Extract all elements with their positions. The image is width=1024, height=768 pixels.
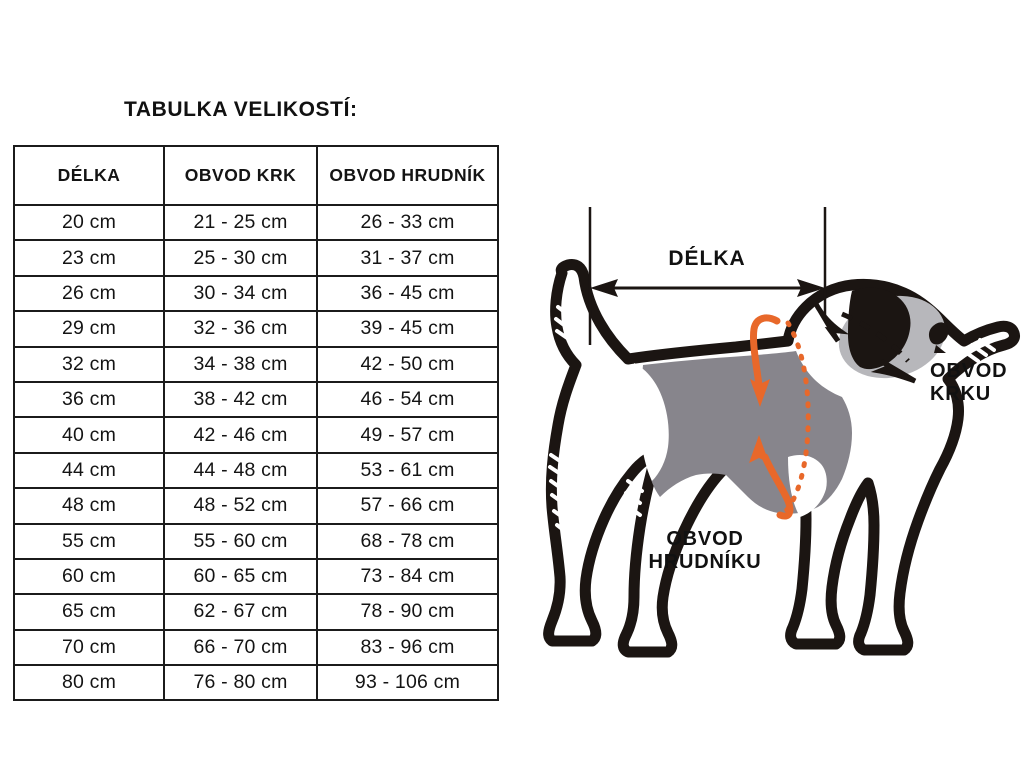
cell-length: 32 cm xyxy=(13,345,165,383)
fur-marks-muzzle xyxy=(962,338,996,363)
cell-length: 44 cm xyxy=(13,451,165,490)
cell-length: 23 cm xyxy=(13,239,165,277)
table-row: 20 cm 21 - 25 cm 26 - 33 cm xyxy=(13,203,499,242)
cell-chest: 78 - 90 cm xyxy=(316,593,499,631)
cell-length: 65 cm xyxy=(13,593,165,631)
neck-arrow-upper xyxy=(813,302,850,343)
cell-neck: 30 - 34 cm xyxy=(163,274,318,313)
coat-front-leg-cutout xyxy=(788,455,827,517)
cell-chest: 36 - 45 cm xyxy=(316,274,499,313)
cell-chest: 53 - 61 cm xyxy=(316,451,499,490)
cell-chest: 26 - 33 cm xyxy=(316,203,499,242)
cell-neck: 60 - 65 cm xyxy=(163,557,318,596)
size-table-container: DÉLKA OBVOD KRK OBVOD HRUDNÍK 20 cm 21 - … xyxy=(13,145,499,702)
fur-marks-inner-leg xyxy=(624,479,644,517)
chest-dotted-ellipse xyxy=(781,320,811,516)
column-header-chest: OBVOD HRUDNÍK xyxy=(316,145,499,206)
cell-chest: 57 - 66 cm xyxy=(316,487,499,525)
table-row: 70 cm 66 - 70 cm 83 - 96 cm xyxy=(13,628,499,667)
cell-length: 80 cm xyxy=(13,664,165,702)
chest-label-line1: OBVOD xyxy=(666,528,743,550)
coat-shoulder-shade xyxy=(634,363,669,481)
cell-neck: 42 - 46 cm xyxy=(163,416,318,454)
table-row: 44 cm 44 - 48 cm 53 - 61 cm xyxy=(13,451,499,490)
dog-silhouette xyxy=(543,259,1020,658)
cell-chest: 83 - 96 cm xyxy=(316,628,499,667)
cell-neck: 76 - 80 cm xyxy=(163,664,318,702)
cell-length: 29 cm xyxy=(13,310,165,348)
cell-chest: 39 - 45 cm xyxy=(316,310,499,348)
fur-marks-rear-leg xyxy=(548,453,572,537)
cell-chest: 46 - 54 cm xyxy=(316,380,499,419)
cell-neck: 32 - 36 cm xyxy=(163,310,318,348)
cell-length: 40 cm xyxy=(13,416,165,454)
cell-neck: 44 - 48 cm xyxy=(163,451,318,490)
neck-label-line2: KRKU xyxy=(930,383,991,405)
cell-length: 26 cm xyxy=(13,274,165,313)
cell-length: 36 cm xyxy=(13,380,165,419)
cell-neck: 48 - 52 cm xyxy=(163,487,318,525)
cell-neck: 38 - 42 cm xyxy=(163,380,318,419)
cell-chest: 49 - 57 cm xyxy=(316,416,499,454)
dog-measurement-diagram: DÉLKA OBVOD KRKU OBVOD HRUDNÍKU xyxy=(500,185,1024,675)
length-arrowhead-left xyxy=(590,279,618,297)
cell-neck: 25 - 30 cm xyxy=(163,239,318,277)
cell-length: 48 cm xyxy=(13,487,165,525)
cell-chest: 31 - 37 cm xyxy=(316,239,499,277)
table-body: 20 cm 21 - 25 cm 26 - 33 cm 23 cm 25 - 30 cm… xyxy=(13,203,499,702)
page-title: TABULKA VELIKOSTÍ: xyxy=(124,98,358,121)
table-header-row: DÉLKA OBVOD KRK OBVOD HRUDNÍK xyxy=(13,145,499,206)
cell-neck: 55 - 60 cm xyxy=(163,522,318,560)
cell-neck: 21 - 25 cm xyxy=(163,203,318,242)
cell-length: 55 cm xyxy=(13,522,165,560)
table-row: 48 cm 48 - 52 cm 57 - 66 cm xyxy=(13,487,499,525)
cell-chest: 42 - 50 cm xyxy=(316,345,499,383)
table-row: 26 cm 30 - 34 cm 36 - 45 cm xyxy=(13,274,499,313)
table-row: 55 cm 55 - 60 cm 68 - 78 cm xyxy=(13,522,499,560)
chest-arrowhead-down xyxy=(750,379,770,407)
table-row: 80 cm 76 - 80 cm 93 - 106 cm xyxy=(13,664,499,702)
cell-neck: 66 - 70 cm xyxy=(163,628,318,667)
neck-label-line1: OBVOD xyxy=(930,360,1007,382)
length-arrowhead-right xyxy=(797,279,825,297)
table-row: 60 cm 60 - 65 cm 73 - 84 cm xyxy=(13,557,499,596)
cell-chest: 68 - 78 cm xyxy=(316,522,499,560)
cell-neck: 62 - 67 cm xyxy=(163,593,318,631)
eye-icon xyxy=(928,322,949,353)
chest-label-line2: HRUDNÍKU xyxy=(648,550,761,573)
column-header-neck: OBVOD KRK xyxy=(163,145,318,206)
length-measurement: DÉLKA xyxy=(588,207,827,345)
table-row: 32 cm 34 - 38 cm 42 - 50 cm xyxy=(13,345,499,383)
neck-dashed-line xyxy=(841,311,910,363)
chest-measurement: OBVOD HRUDNÍKU xyxy=(648,314,811,573)
cell-length: 70 cm xyxy=(13,628,165,667)
table-row: 65 cm 62 - 67 cm 78 - 90 cm xyxy=(13,593,499,631)
column-header-length: DÉLKA xyxy=(13,145,165,206)
fur-marks-tail xyxy=(554,305,576,344)
size-table: DÉLKA OBVOD KRK OBVOD HRUDNÍK 20 cm 21 - … xyxy=(13,145,499,702)
table-row: 23 cm 25 - 30 cm 31 - 37 cm xyxy=(13,239,499,277)
cell-chest: 93 - 106 cm xyxy=(316,664,499,702)
chest-arrow-down xyxy=(750,314,781,389)
neck-measurement: OBVOD KRKU xyxy=(813,302,1007,405)
neck-arrow-lower xyxy=(870,358,917,384)
chest-arrowhead-up xyxy=(749,435,769,463)
length-label: DÉLKA xyxy=(668,247,745,270)
table-row: 40 cm 42 - 46 cm 49 - 57 cm xyxy=(13,416,499,454)
cell-length: 20 cm xyxy=(13,203,165,242)
chest-arrow-up xyxy=(761,453,794,520)
table-row: 29 cm 32 - 36 cm 39 - 45 cm xyxy=(13,310,499,348)
cell-chest: 73 - 84 cm xyxy=(316,557,499,596)
cell-neck: 34 - 38 cm xyxy=(163,345,318,383)
cell-length: 60 cm xyxy=(13,557,165,596)
table-row: 36 cm 38 - 42 cm 46 - 54 cm xyxy=(13,380,499,419)
